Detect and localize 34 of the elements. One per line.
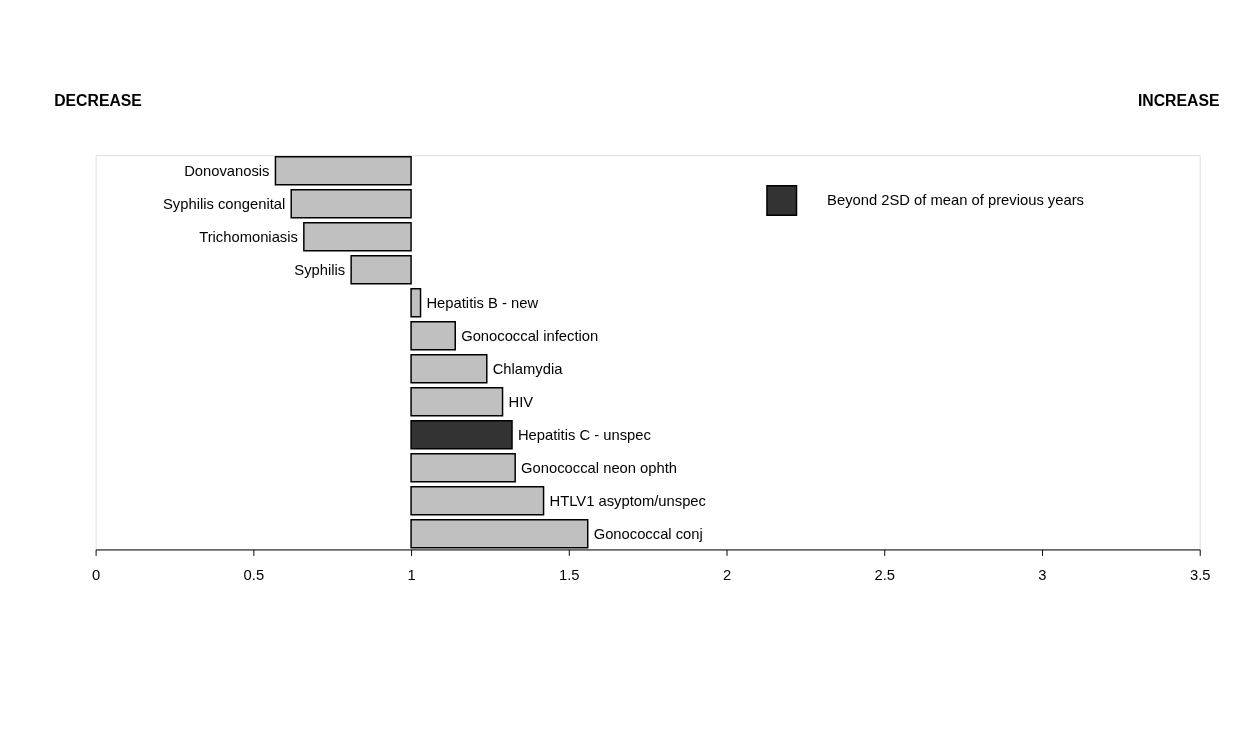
x-tick-label: 2 bbox=[722, 566, 732, 583]
y-tick-label: Donovanosis bbox=[184, 162, 270, 179]
x-tick-label: 1.5 bbox=[559, 566, 580, 583]
x-tick-label: 0.5 bbox=[243, 566, 265, 583]
bar bbox=[410, 288, 422, 318]
y-tick-label: Hepatitis B - new bbox=[426, 294, 539, 311]
bar bbox=[410, 453, 516, 483]
bar bbox=[350, 255, 412, 285]
bar bbox=[303, 222, 412, 252]
y-tick-label: Gonococcal neon ophth bbox=[521, 459, 678, 476]
x-tick-label: 3.5 bbox=[1189, 566, 1211, 583]
x-tick-label: 0 bbox=[92, 566, 101, 583]
x-tick-label: 2.5 bbox=[874, 566, 896, 583]
text: DECREASE bbox=[54, 91, 142, 109]
bar bbox=[410, 486, 545, 516]
text: INCREASE bbox=[1137, 91, 1220, 109]
bar bbox=[290, 189, 412, 219]
y-tick-label: Syphilis bbox=[294, 261, 346, 278]
bar bbox=[410, 354, 488, 384]
y-tick-label: HTLV1 asyptom/unspec bbox=[549, 492, 706, 509]
legend-label: Beyond 2SD of mean of previous years bbox=[827, 192, 1084, 209]
y-tick-label: Trichomoniasis bbox=[199, 228, 298, 245]
y-tick-label: Chlamydia bbox=[492, 360, 564, 377]
y-tick-label: Syphilis congenital bbox=[162, 195, 286, 212]
y-tick-label: Gonococcal conj bbox=[593, 525, 703, 542]
x-tick-label: 3 bbox=[1038, 566, 1047, 583]
bar bbox=[410, 321, 456, 351]
x-tick-label: 1 bbox=[407, 566, 416, 583]
bar bbox=[274, 156, 412, 186]
y-tick-label: Gonococcal infection bbox=[461, 327, 599, 344]
y-tick-label: HIV bbox=[508, 393, 534, 410]
y-tick-label: Hepatitis C - unspec bbox=[517, 426, 651, 443]
bar bbox=[410, 387, 504, 417]
bar bbox=[410, 420, 513, 450]
